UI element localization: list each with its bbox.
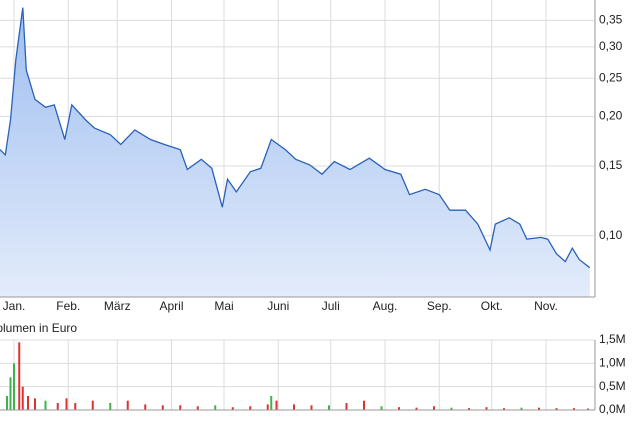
volume-bar (555, 408, 558, 410)
volume-bar (433, 406, 435, 410)
volume-bar (468, 408, 470, 410)
volume-bar (196, 406, 199, 410)
volume-bar (345, 403, 348, 410)
volume-bar (450, 407, 453, 410)
volume-bar (520, 407, 523, 410)
volume-bar (109, 403, 112, 410)
y-tick-label: 0,20 (599, 109, 623, 123)
y-tick-label: 1,5M (599, 332, 626, 346)
y-tick-label: 0,5M (599, 379, 626, 393)
y-tick-label: 1,0M (599, 356, 626, 370)
volume-bar (18, 342, 21, 410)
volume-bar (27, 396, 29, 410)
volume-bar (485, 407, 488, 410)
volume-bar (144, 404, 147, 410)
y-tick-label: 0,25 (599, 70, 623, 84)
y-tick-label: 0,35 (599, 13, 623, 27)
volume-bar (415, 407, 418, 410)
volume-bar (503, 408, 505, 410)
y-tick-label: 0,0M (599, 402, 626, 416)
y-tick-label: 0,30 (599, 39, 623, 53)
volume-bar (398, 407, 400, 410)
x-tick-label: Nov. (534, 299, 558, 313)
volume-bar (214, 405, 217, 410)
volume-bar (275, 400, 278, 410)
volume-bar (266, 404, 269, 410)
volume-bar (587, 408, 589, 410)
volume-bar (126, 400, 129, 410)
y-tick-label: 0,10 (599, 228, 623, 242)
volume-bar (44, 400, 47, 410)
x-tick-label: Juni (267, 299, 289, 313)
x-tick-label: März (104, 299, 131, 313)
volume-bar (249, 406, 252, 410)
volume-bar (538, 407, 540, 410)
volume-bar (91, 400, 94, 410)
x-tick-label: Aug. (373, 299, 398, 313)
volume-bar (293, 404, 295, 410)
volume-bar (573, 408, 575, 410)
volume-bar (380, 406, 383, 410)
volume-bar (161, 405, 164, 410)
volume-bar (65, 398, 68, 410)
volume-bar (13, 363, 15, 410)
x-tick-label: April (159, 299, 183, 313)
x-tick-label: Okt. (481, 299, 503, 313)
volume-bar (363, 400, 365, 410)
x-tick-label: Juli (322, 299, 340, 313)
volume-bar (21, 386, 24, 410)
volume-bar (270, 396, 273, 410)
volume-bar (34, 398, 36, 410)
x-tick-label: Sep. (427, 299, 452, 313)
volume-title: Volumen in Euro (0, 321, 77, 335)
volume-bar (9, 377, 12, 410)
volume-bar (179, 405, 182, 410)
x-tick-label: Jan. (3, 299, 26, 313)
price-line (0, 7, 591, 269)
volume-bar (56, 403, 59, 410)
volume-bar (231, 407, 234, 410)
x-tick-label: Mai (214, 299, 233, 313)
y-tick-label: 0,15 (599, 158, 623, 172)
volume-bar (328, 405, 330, 410)
x-tick-label: Feb. (56, 299, 80, 313)
volume-bar (74, 403, 77, 410)
volume-bar (6, 396, 8, 410)
volume-bar (310, 405, 313, 410)
area-fill (0, 7, 590, 297)
